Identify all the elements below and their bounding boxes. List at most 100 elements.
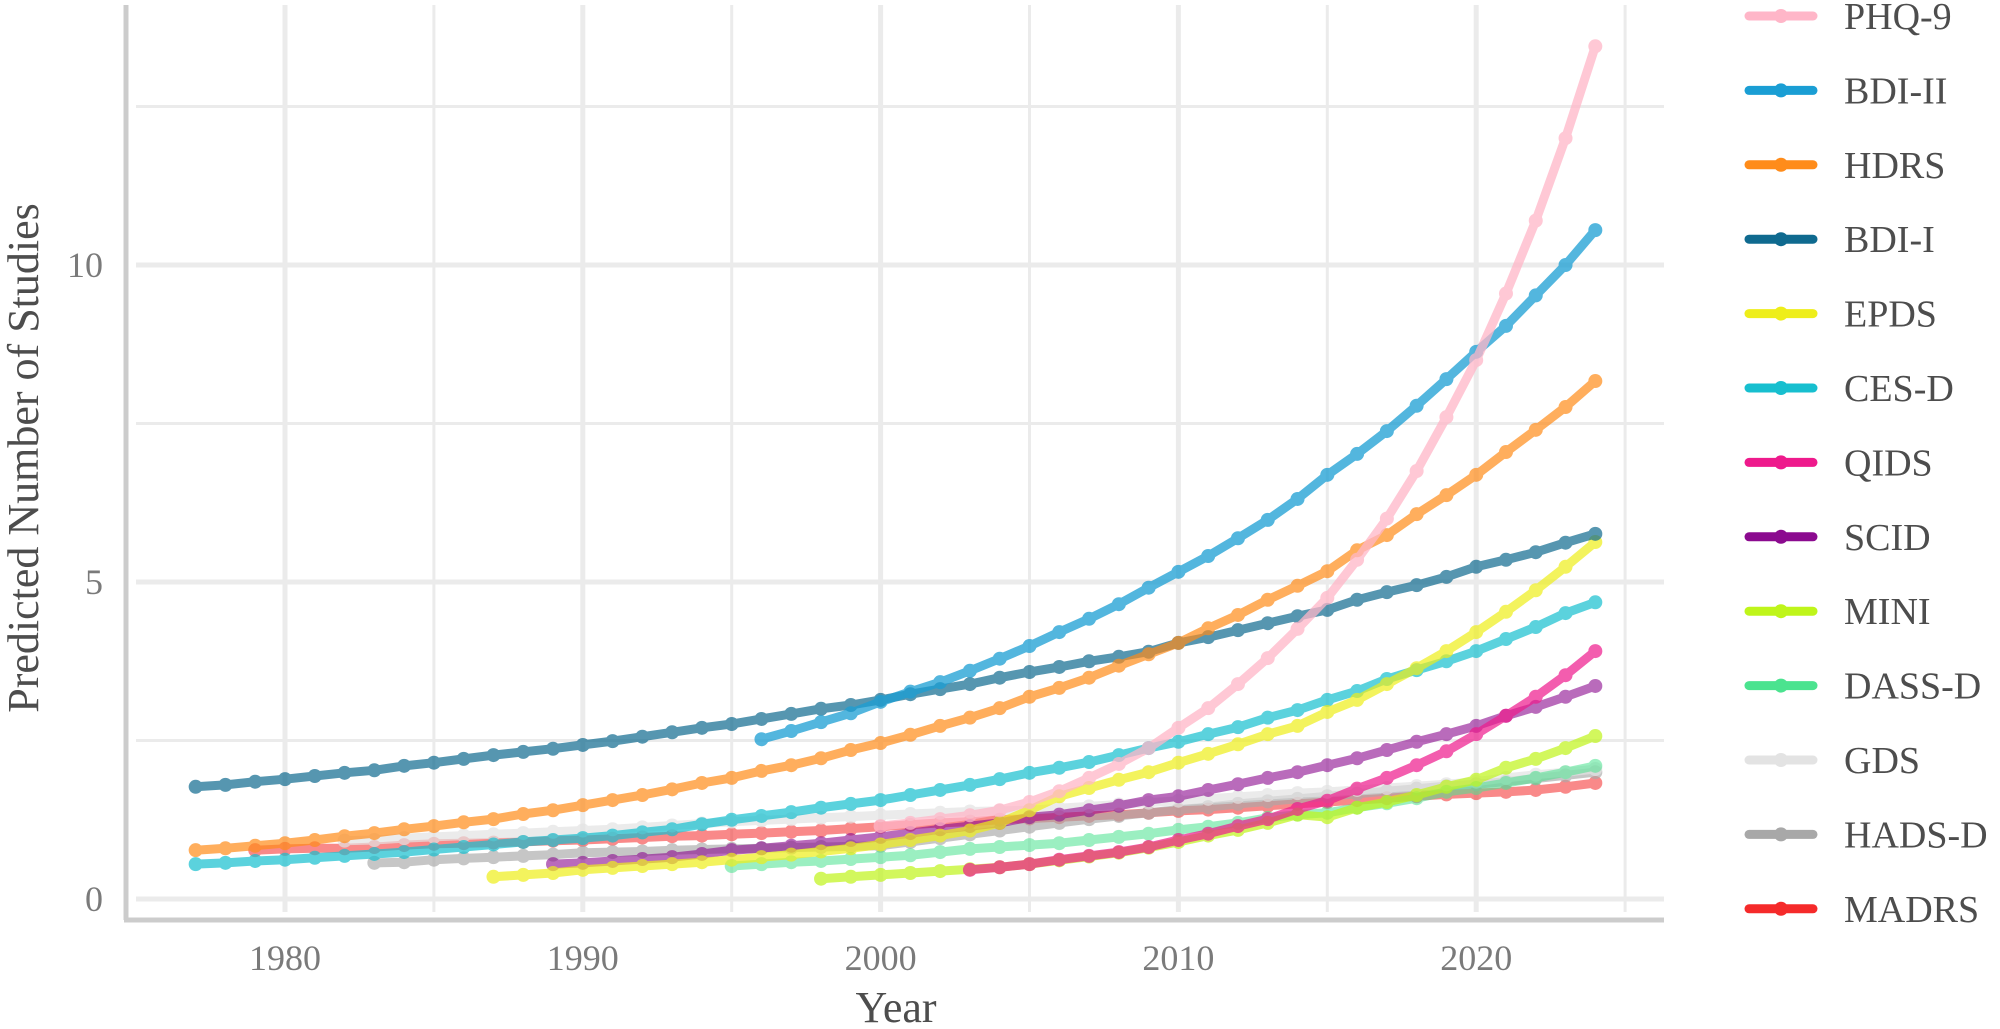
data-point-hads-d	[575, 845, 590, 860]
y-axis-title: Predicted Number of Studies	[0, 203, 48, 713]
data-point-bdi-ii	[1230, 531, 1245, 546]
data-point-madrs	[724, 827, 739, 842]
data-point-ces-d	[337, 848, 352, 863]
data-point-qids	[1022, 857, 1037, 872]
data-point-hdrs	[397, 822, 412, 837]
data-point-dass-d	[1022, 838, 1037, 853]
data-point-dass-d	[1171, 822, 1186, 837]
data-point-bdi-ii	[962, 663, 977, 678]
data-point-mini	[1320, 810, 1335, 825]
series-epds	[486, 535, 1603, 884]
data-point-ces-d	[694, 817, 709, 832]
data-point-ces-d	[933, 782, 948, 797]
data-point-bdi-i	[962, 677, 977, 692]
data-point-mini	[1558, 741, 1573, 756]
data-point-hdrs	[486, 812, 501, 827]
legend-swatch-point	[1774, 232, 1788, 247]
data-point-ces-d	[843, 796, 858, 811]
x-tick-label: 2000	[845, 938, 917, 978]
data-point-scid	[1260, 770, 1275, 785]
data-point-bdi-ii	[1260, 512, 1275, 527]
data-point-epds	[1439, 644, 1454, 659]
data-point-phq-9	[1230, 677, 1245, 692]
data-point-dass-d	[1052, 836, 1067, 851]
data-point-scid	[1558, 689, 1573, 704]
data-point-bdi-ii	[933, 675, 948, 690]
data-point-phq-9	[933, 812, 948, 827]
data-point-bdi-i	[1469, 559, 1484, 574]
legend-label: PHQ-9	[1844, 0, 1952, 38]
data-point-epds	[754, 850, 769, 865]
legend-item-bdi-i: BDI-I	[1744, 219, 1935, 261]
data-point-phq-9	[1528, 213, 1543, 228]
data-point-phq-9	[992, 803, 1007, 818]
data-point-dass-d	[1141, 826, 1156, 841]
data-point-bdi-ii	[1528, 288, 1543, 303]
data-point-mini	[1588, 729, 1603, 744]
data-point-qids	[1290, 801, 1305, 816]
data-point-hdrs	[1230, 607, 1245, 622]
data-point-epds	[1260, 727, 1275, 742]
data-point-hdrs	[1528, 422, 1543, 437]
data-point-bdi-i	[1498, 552, 1513, 567]
data-point-dass-d	[1111, 829, 1126, 844]
data-point-bdi-i	[337, 765, 352, 780]
legend-item-phq-9: PHQ-9	[1744, 0, 1952, 38]
data-point-qids	[1260, 812, 1275, 827]
data-point-bdi-ii	[873, 694, 888, 709]
legend-swatch-point	[1774, 753, 1788, 767]
data-point-hdrs	[992, 701, 1007, 716]
data-point-phq-9	[1111, 756, 1126, 771]
data-point-dass-d	[903, 848, 918, 863]
data-point-hdrs	[1558, 400, 1573, 415]
data-point-ces-d	[903, 788, 918, 803]
data-point-dass-d	[1498, 775, 1513, 790]
data-point-ces-d	[1588, 595, 1603, 610]
data-point-bdi-i	[754, 711, 769, 726]
data-point-phq-9	[1409, 464, 1424, 479]
data-point-scid	[1379, 743, 1394, 758]
data-point-bdi-ii	[784, 723, 799, 738]
data-point-qids	[1082, 848, 1097, 863]
data-point-hdrs	[456, 815, 471, 830]
legend-swatch-point	[1774, 157, 1788, 172]
data-point-bdi-ii	[754, 732, 769, 747]
data-point-bdi-i	[307, 769, 322, 784]
data-point-epds	[1320, 704, 1335, 719]
data-point-bdi-i	[248, 774, 263, 789]
data-point-hads-d	[426, 852, 441, 867]
data-point-scid	[1350, 751, 1365, 766]
data-point-phq-9	[873, 819, 888, 834]
data-point-scid	[1111, 798, 1126, 813]
data-point-ces-d	[724, 812, 739, 827]
data-point-qids	[1052, 852, 1067, 867]
data-point-gds	[1379, 781, 1394, 796]
series-bdi-ii	[754, 223, 1603, 747]
data-point-gds	[873, 808, 888, 823]
data-point-bdi-i	[605, 734, 620, 749]
data-point-hdrs	[575, 798, 590, 813]
data-point-madrs	[1558, 779, 1573, 794]
data-point-bdi-ii	[1201, 549, 1216, 564]
data-point-epds	[843, 841, 858, 856]
data-point-epds	[784, 847, 799, 862]
legend-item-hdrs: HDRS	[1744, 145, 1945, 187]
data-point-gds	[814, 810, 829, 825]
data-point-bdi-i	[1022, 665, 1037, 680]
legend-label: MADRS	[1844, 889, 1979, 931]
data-point-qids	[1201, 826, 1216, 841]
data-point-epds	[1230, 737, 1245, 752]
data-point-scid	[1409, 734, 1424, 749]
legend-label: HDRS	[1844, 145, 1945, 187]
data-point-epds	[1290, 718, 1305, 733]
data-point-madrs	[784, 824, 799, 839]
data-point-dass-d	[1082, 833, 1097, 848]
data-point-ces-d	[1469, 644, 1484, 659]
data-point-gds	[1260, 788, 1275, 803]
data-point-hads-d	[456, 851, 471, 866]
data-point-ces-d	[635, 825, 650, 840]
legend-swatch-point	[1774, 455, 1788, 470]
data-point-bdi-ii	[1350, 446, 1365, 461]
data-point-dass-d	[1588, 758, 1603, 773]
data-point-phq-9	[1350, 552, 1365, 567]
